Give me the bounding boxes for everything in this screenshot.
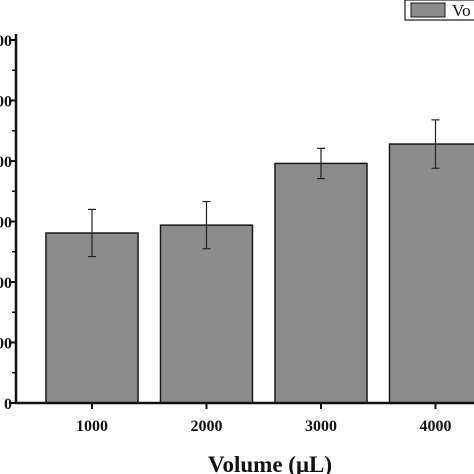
bar-2000 xyxy=(159,224,254,404)
x-tick-label-4000: 4000 xyxy=(420,418,452,435)
legend: Vo xyxy=(404,0,474,21)
legend-swatch xyxy=(410,2,446,18)
y-tick-label-1: 000 xyxy=(0,336,12,353)
y-tick-label-2: 000 xyxy=(0,275,12,292)
x-tick-label-3000: 3000 xyxy=(305,418,337,435)
x-tick-label-2000: 2000 xyxy=(191,418,223,435)
y-tick-label-6: 000 xyxy=(0,33,12,50)
y-tick-label-4: 000 xyxy=(0,154,12,171)
y-tick-label-5: 000 xyxy=(0,94,12,111)
x-axis-title: Volume (μL) xyxy=(208,452,332,474)
bars-layer xyxy=(45,143,474,404)
ticks-layer: 10002000300040000000000000000000000 xyxy=(0,33,452,435)
bar-4000 xyxy=(388,143,474,404)
x-tick-label-1000: 1000 xyxy=(76,418,108,435)
legend-label: Vo xyxy=(452,1,471,20)
y-tick-label-0: 0 xyxy=(4,396,12,413)
error-bars-layer xyxy=(88,119,440,258)
y-tick-label-3: 000 xyxy=(0,215,12,232)
bar-3000 xyxy=(274,162,368,404)
bar-1000 xyxy=(45,232,139,404)
